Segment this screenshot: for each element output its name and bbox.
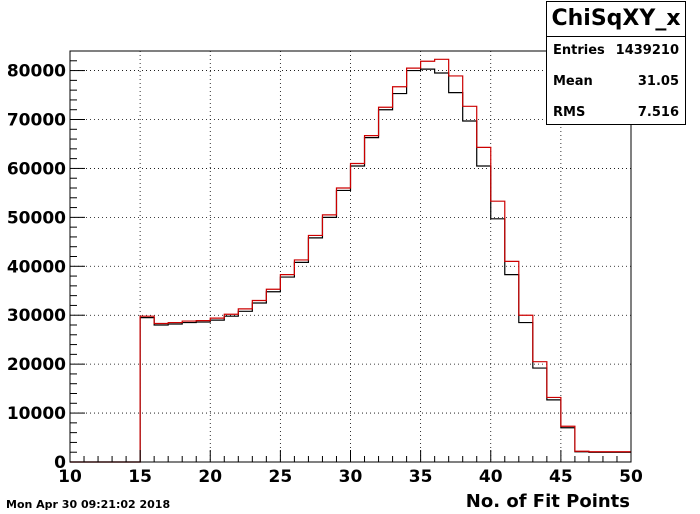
stats-mean-value: 31.05 xyxy=(637,74,679,89)
y-tick-label: 40000 xyxy=(7,257,66,277)
x-tick-label: 15 xyxy=(128,467,152,487)
x-tick-label: 30 xyxy=(339,467,363,487)
stats-box: ChiSqXY_x Entries 1439210 Mean 31.05 RMS… xyxy=(546,1,686,125)
x-tick-label: 40 xyxy=(479,467,503,487)
timestamp: Mon Apr 30 09:21:02 2018 xyxy=(6,498,171,511)
x-tick-label: 45 xyxy=(549,467,573,487)
y-tick-label: 50000 xyxy=(7,208,66,228)
x-axis-title: No. of Fit Points xyxy=(465,491,630,512)
y-tick-label: 10000 xyxy=(7,404,66,424)
stats-mean-label: Mean xyxy=(553,74,593,89)
histogram-series xyxy=(70,58,631,463)
stats-rms-label: RMS xyxy=(553,105,586,120)
y-tick-label: 70000 xyxy=(7,111,66,131)
histogram-series-2 xyxy=(70,58,631,463)
stats-rms-value: 7.516 xyxy=(637,105,679,120)
axes xyxy=(69,50,632,463)
y-tick-label: 20000 xyxy=(7,355,66,375)
tick-labels: 10 15 20 25 30 35 40 45 50 0 10000 20000 30000 40000 5… xyxy=(7,62,643,487)
y-tick-label: 0 xyxy=(54,453,66,473)
stats-entries-label: Entries xyxy=(553,43,605,58)
y-tick-label: 80000 xyxy=(7,62,66,82)
histogram-series-1 xyxy=(70,68,631,463)
stats-entries-value: 1439210 xyxy=(615,43,679,58)
x-tick-label: 20 xyxy=(198,467,222,487)
x-tick-label: 10 xyxy=(58,467,82,487)
x-tick-label: 25 xyxy=(269,467,293,487)
x-tick-label: 50 xyxy=(619,467,643,487)
y-tick-label: 30000 xyxy=(7,306,66,326)
x-tick-label: 35 xyxy=(409,467,433,487)
y-tick-label: 60000 xyxy=(7,159,66,179)
histogram-title: ChiSqXY_x xyxy=(547,2,685,37)
